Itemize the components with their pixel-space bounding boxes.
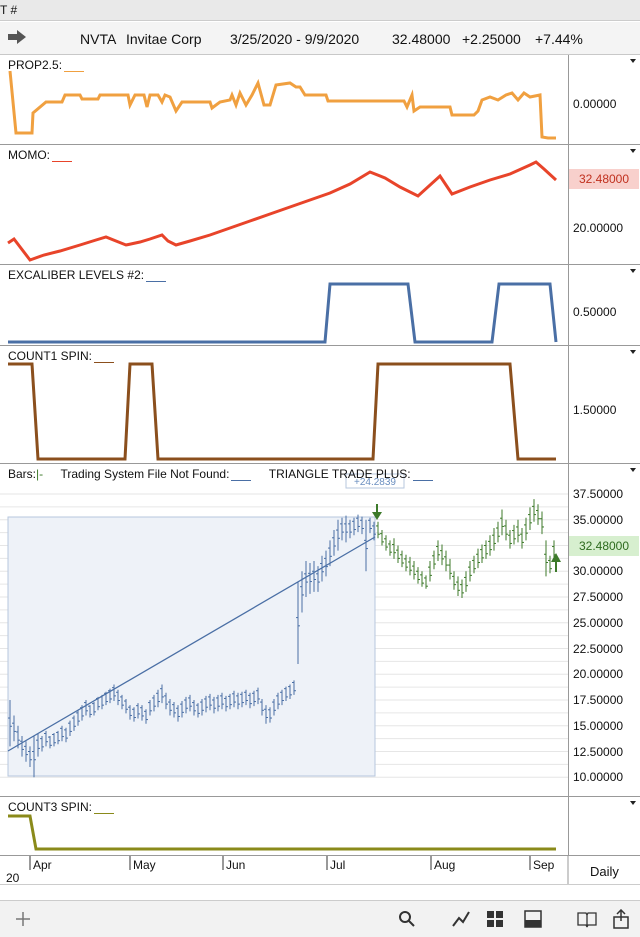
pane-menu-icon[interactable] [630,149,636,153]
momo-line [7,160,558,262]
excaliber-axis: 0.50000 [569,265,640,345]
count1-line [8,362,556,461]
signal-label: +24.2839 [354,477,396,488]
count1-plot: COUNT1 SPIN: [0,346,569,463]
date-range: 3/25/2020 - 9/9/2020 [230,31,360,47]
price-tick: 35.00000 [573,512,624,527]
search-icon[interactable] [396,909,418,929]
price-tick: 30.00000 [573,564,624,579]
top-bar-text: T # [0,3,18,17]
price-chart: +24.2839 [0,473,568,778]
arrow-right-icon[interactable] [8,30,26,44]
year-label: 20 [6,871,20,885]
prop-title: PROP2.5: [8,58,63,72]
excaliber-line [8,282,558,344]
symbol[interactable]: NVTA [80,31,117,47]
momo-plot: MOMO: [0,145,569,264]
price-tick: 22.50000 [573,641,624,656]
momo-pane[interactable]: MOMO: 20.00000 32.48000 [0,145,640,265]
momo-value-box: 32.48000 [569,169,639,189]
prop-pane[interactable]: PROP2.5: 0.00000 [0,55,640,145]
price-tick: 37.50000 [573,487,624,501]
price-axis: 37.5000035.0000032.5000030.0000027.50000… [569,464,640,796]
pane-menu-icon[interactable] [630,801,636,805]
book-icon[interactable] [576,909,598,929]
count1-title: COUNT1 SPIN: [8,349,93,363]
layout-icon[interactable] [522,909,544,929]
pane-menu-icon[interactable] [630,269,636,273]
prop-line [8,70,556,140]
count3-plot: COUNT3 SPIN: [0,797,569,855]
momo-axis: 20.00000 32.48000 [569,145,640,264]
pane-menu-icon[interactable] [630,350,636,354]
share-icon[interactable] [610,909,632,929]
price-pane[interactable]: +24.2839 Bars:|- Trading System File Not… [0,464,640,797]
pane-menu-icon[interactable] [630,468,636,472]
count1-pane[interactable]: COUNT1 SPIN: 1.50000 [0,346,640,464]
month-label: Jul [330,858,346,872]
count3-title: COUNT3 SPIN: [8,800,93,814]
month-label: May [133,858,156,872]
bars-title: Bars: [8,467,37,481]
price-plot: +24.2839 Bars:|- Trading System File Not… [0,464,569,796]
price-tick: 25.00000 [573,615,624,630]
triangle-title: TRIANGLE TRADE PLUS: [268,467,411,481]
momo-tick: 20.00000 [573,221,624,235]
percent-change: +7.44% [535,31,583,47]
count1-axis: 1.50000 [569,346,640,463]
count1-tick: 1.50000 [573,403,617,417]
quote-header: NVTA Invitae Corp 3/25/2020 - 9/9/2020 3… [0,22,640,55]
excaliber-tick: 0.50000 [573,305,617,319]
count3-axis [569,797,640,855]
month-label: Jun [226,858,246,872]
price-tick: 10.00000 [573,770,624,785]
company-name: Invitae Corp [126,31,202,47]
top-bar: T # [0,0,640,21]
excaliber-pane[interactable]: EXCALIBER LEVELS #2: 0.50000 [0,265,640,346]
prop-axis: 0.00000 [569,55,640,144]
draw-icon[interactable] [450,909,472,929]
time-axis[interactable]: Apr May Jun Jul Aug Sep 20 Daily [0,856,640,885]
price-value-box: 32.48000 [569,536,639,556]
prop-tick: 0.00000 [573,97,617,111]
buy-arrow-icon [551,553,561,572]
period-selector[interactable]: Daily [590,864,619,879]
price-tick: 27.50000 [573,590,624,604]
month-label: Aug [434,858,456,872]
system-title: Trading System File Not Found: [60,467,230,481]
price-tick: 20.00000 [573,667,624,682]
price-tick: 12.50000 [573,744,624,759]
price-tick: 17.50000 [573,693,624,707]
pane-menu-icon[interactable] [630,59,636,63]
price-tick: 15.00000 [573,718,624,733]
sell-arrow-icon [372,504,382,520]
prop-plot: PROP2.5: [0,55,569,144]
last-price: 32.48000 [392,31,451,47]
month-label: Sep [533,858,555,872]
grid-icon[interactable] [484,909,506,929]
excaliber-plot: EXCALIBER LEVELS #2: [0,265,569,345]
momo-title: MOMO: [8,148,50,162]
count3-pane[interactable]: COUNT3 SPIN: [0,797,640,856]
bottom-toolbar [0,900,640,937]
net-change: +2.25000 [462,31,521,47]
add-icon[interactable] [12,909,34,929]
excaliber-title: EXCALIBER LEVELS #2: [8,268,145,282]
count3-line [8,814,556,851]
month-label: Apr [33,858,52,872]
